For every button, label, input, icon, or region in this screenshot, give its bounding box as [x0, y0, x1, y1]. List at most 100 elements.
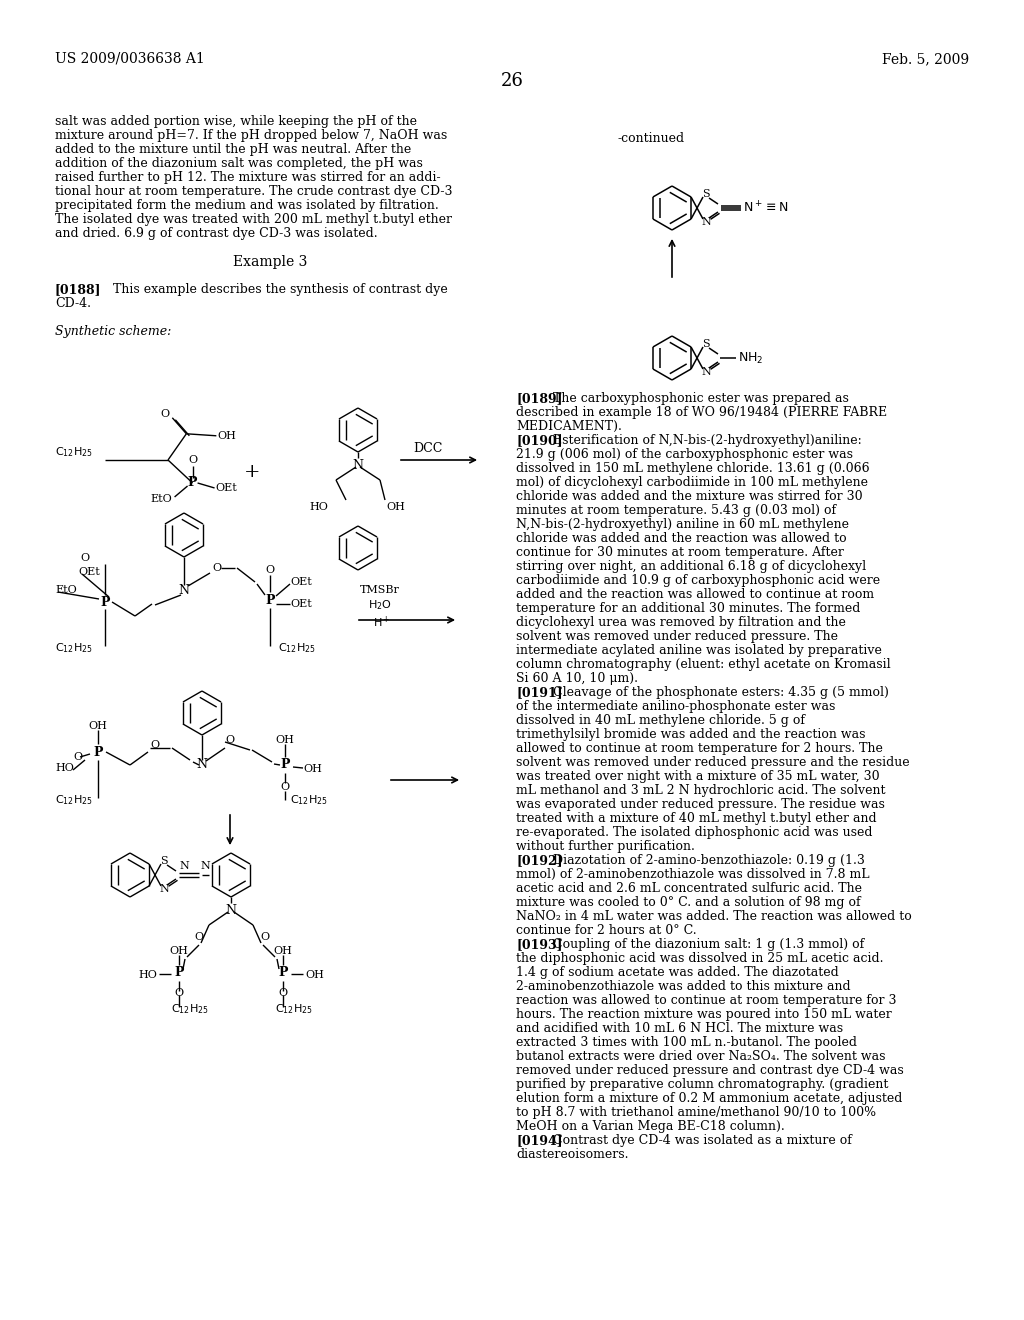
Text: O: O: [151, 741, 160, 750]
Text: carbodiimide and 10.9 g of carboxyphosphonic acid were: carbodiimide and 10.9 g of carboxyphosph…: [516, 574, 880, 587]
Text: allowed to continue at room temperature for 2 hours. The: allowed to continue at room temperature …: [516, 742, 883, 755]
Text: Coupling of the diazonium salt: 1 g (1.3 mmol) of: Coupling of the diazonium salt: 1 g (1.3…: [549, 939, 864, 950]
Text: N: N: [197, 759, 208, 771]
Text: stirring over night, an additional 6.18 g of dicyclohexyl: stirring over night, an additional 6.18 …: [516, 560, 866, 573]
Text: solvent was removed under reduced pressure. The: solvent was removed under reduced pressu…: [516, 630, 838, 643]
Text: mixture around pH=7. If the pH dropped below 7, NaOH was: mixture around pH=7. If the pH dropped b…: [55, 129, 447, 143]
Text: without further purification.: without further purification.: [516, 840, 695, 853]
Text: +: +: [244, 463, 260, 480]
Text: N: N: [701, 367, 711, 378]
Text: elution form a mixture of 0.2 M ammonium acetate, adjusted: elution form a mixture of 0.2 M ammonium…: [516, 1092, 902, 1105]
Text: Cleavage of the phosphonate esters: 4.35 g (5 mmol): Cleavage of the phosphonate esters: 4.35…: [549, 686, 889, 700]
Text: reaction was allowed to continue at room temperature for 3: reaction was allowed to continue at room…: [516, 994, 896, 1007]
Text: N: N: [179, 861, 188, 871]
Text: NaNO₂ in 4 mL water was added. The reaction was allowed to: NaNO₂ in 4 mL water was added. The react…: [516, 909, 911, 923]
Text: $\mathsf{C_{12}H_{25}}$: $\mathsf{C_{12}H_{25}}$: [55, 445, 93, 459]
Text: and acidified with 10 mL 6 N HCl. The mixture was: and acidified with 10 mL 6 N HCl. The mi…: [516, 1022, 843, 1035]
Text: of the intermediate anilino-phosphonate ester was: of the intermediate anilino-phosphonate …: [516, 700, 836, 713]
Text: P: P: [174, 966, 183, 979]
Text: chloride was added and the mixture was stirred for 30: chloride was added and the mixture was s…: [516, 490, 862, 503]
Text: OEt: OEt: [78, 568, 99, 577]
Text: [0193]: [0193]: [516, 939, 562, 950]
Text: O: O: [265, 565, 274, 576]
Text: treated with a mixture of 40 mL methyl t.butyl ether and: treated with a mixture of 40 mL methyl t…: [516, 812, 877, 825]
Text: described in example 18 of WO 96/19484 (PIERRE FABRE: described in example 18 of WO 96/19484 (…: [516, 407, 887, 418]
Text: [0194]: [0194]: [516, 1134, 562, 1147]
Text: was evaporated under reduced pressure. The residue was: was evaporated under reduced pressure. T…: [516, 799, 885, 810]
Text: O: O: [281, 781, 290, 792]
Text: $\mathsf{N^+{\equiv}N}$: $\mathsf{N^+{\equiv}N}$: [743, 201, 790, 215]
Text: [0192]: [0192]: [516, 854, 562, 867]
Text: OEt: OEt: [290, 577, 311, 587]
Text: OH: OH: [273, 946, 293, 956]
Text: 1.4 g of sodium acetate was added. The diazotated: 1.4 g of sodium acetate was added. The d…: [516, 966, 839, 979]
Text: precipitated form the medium and was isolated by filtration.: precipitated form the medium and was iso…: [55, 199, 438, 213]
Text: mL methanol and 3 mL 2 N hydrochloric acid. The solvent: mL methanol and 3 mL 2 N hydrochloric ac…: [516, 784, 886, 797]
Text: butanol extracts were dried over Na₂SO₄. The solvent was: butanol extracts were dried over Na₂SO₄.…: [516, 1049, 886, 1063]
Text: [0191]: [0191]: [516, 686, 562, 700]
Text: hours. The reaction mixture was poured into 150 mL water: hours. The reaction mixture was poured i…: [516, 1008, 892, 1020]
Text: minutes at room temperature. 5.43 g (0.03 mol) of: minutes at room temperature. 5.43 g (0.0…: [516, 504, 837, 517]
Text: continue for 2 hours at 0° C.: continue for 2 hours at 0° C.: [516, 924, 696, 937]
Text: S: S: [702, 189, 710, 199]
Text: [0188]: [0188]: [55, 282, 101, 296]
Text: dissolved in 150 mL methylene chloride. 13.61 g (0.066: dissolved in 150 mL methylene chloride. …: [516, 462, 869, 475]
Text: O: O: [81, 553, 89, 564]
Text: N: N: [178, 583, 189, 597]
Text: $\mathsf{H^+}$: $\mathsf{H^+}$: [373, 614, 391, 630]
Text: diastereoisomers.: diastereoisomers.: [516, 1148, 629, 1162]
Text: TMSBr: TMSBr: [360, 585, 400, 595]
Text: O: O: [212, 564, 221, 573]
Text: P: P: [265, 594, 274, 606]
Text: Feb. 5, 2009: Feb. 5, 2009: [882, 51, 969, 66]
Text: continue for 30 minutes at room temperature. After: continue for 30 minutes at room temperat…: [516, 546, 844, 558]
Text: MeOH on a Varian Mega BE-C18 column).: MeOH on a Varian Mega BE-C18 column).: [516, 1119, 784, 1133]
Text: chloride was added and the reaction was allowed to: chloride was added and the reaction was …: [516, 532, 847, 545]
Text: trimethylsilyl bromide was added and the reaction was: trimethylsilyl bromide was added and the…: [516, 729, 865, 741]
Text: salt was added portion wise, while keeping the pH of the: salt was added portion wise, while keepi…: [55, 115, 417, 128]
Text: P: P: [93, 746, 102, 759]
Text: extracted 3 times with 100 mL n.-butanol. The pooled: extracted 3 times with 100 mL n.-butanol…: [516, 1036, 857, 1049]
Text: raised further to pH 12. The mixture was stirred for an addi-: raised further to pH 12. The mixture was…: [55, 172, 440, 183]
Text: mol) of dicyclohexyl carbodiimide in 100 mL methylene: mol) of dicyclohexyl carbodiimide in 100…: [516, 477, 868, 488]
Text: -continued: -continued: [618, 132, 685, 145]
Text: $\mathsf{NH_2}$: $\mathsf{NH_2}$: [738, 350, 764, 366]
Text: S: S: [160, 855, 168, 866]
Text: O: O: [195, 932, 204, 942]
Text: mixture was cooled to 0° C. and a solution of 98 mg of: mixture was cooled to 0° C. and a soluti…: [516, 896, 860, 909]
Text: The isolated dye was treated with 200 mL methyl t.butyl ether: The isolated dye was treated with 200 mL…: [55, 213, 452, 226]
Text: $\mathsf{H_2O}$: $\mathsf{H_2O}$: [368, 598, 392, 612]
Text: OH: OH: [170, 946, 188, 956]
Text: acetic acid and 2.6 mL concentrated sulfuric acid. The: acetic acid and 2.6 mL concentrated sulf…: [516, 882, 862, 895]
Text: OH: OH: [386, 502, 404, 512]
Text: $\mathsf{C_{12}H_{25}}$: $\mathsf{C_{12}H_{25}}$: [55, 642, 93, 655]
Text: HO: HO: [138, 970, 157, 979]
Text: N: N: [159, 884, 169, 894]
Text: O: O: [188, 455, 198, 465]
Text: [0190]: [0190]: [516, 434, 562, 447]
Text: EtO: EtO: [55, 585, 77, 595]
Text: DCC: DCC: [414, 441, 442, 454]
Text: N,N-bis-(2-hydroxyethyl) aniline in 60 mL methylene: N,N-bis-(2-hydroxyethyl) aniline in 60 m…: [516, 517, 849, 531]
Text: HO: HO: [309, 502, 328, 512]
Text: 21.9 g (006 mol) of the carboxyphosphonic ester was: 21.9 g (006 mol) of the carboxyphosphoni…: [516, 447, 853, 461]
Text: the diphosphonic acid was dissolved in 25 mL acetic acid.: the diphosphonic acid was dissolved in 2…: [516, 952, 884, 965]
Text: tional hour at room temperature. The crude contrast dye CD-3: tional hour at room temperature. The cru…: [55, 185, 453, 198]
Text: $\mathsf{C_{12}H_{25}}$: $\mathsf{C_{12}H_{25}}$: [171, 1002, 209, 1016]
Text: P: P: [281, 759, 290, 771]
Text: P: P: [187, 477, 198, 490]
Text: $\mathsf{C_{12}H_{25}}$: $\mathsf{C_{12}H_{25}}$: [275, 1002, 312, 1016]
Text: added and the reaction was allowed to continue at room: added and the reaction was allowed to co…: [516, 587, 874, 601]
Text: to pH 8.7 with triethanol amine/methanol 90/10 to 100%: to pH 8.7 with triethanol amine/methanol…: [516, 1106, 877, 1119]
Text: and dried. 6.9 g of contrast dye CD-3 was isolated.: and dried. 6.9 g of contrast dye CD-3 wa…: [55, 227, 378, 240]
Text: purified by preparative column chromatography. (gradient: purified by preparative column chromatog…: [516, 1078, 889, 1092]
Text: O: O: [260, 932, 269, 942]
Text: addition of the diazonium salt was completed, the pH was: addition of the diazonium salt was compl…: [55, 157, 423, 170]
Text: OH: OH: [88, 721, 108, 731]
Text: P: P: [100, 595, 110, 609]
Text: mmol) of 2-aminobenzothiazole was dissolved in 7.8 mL: mmol) of 2-aminobenzothiazole was dissol…: [516, 869, 869, 880]
Text: CD-4.: CD-4.: [55, 297, 91, 310]
Text: 26: 26: [501, 73, 523, 90]
Text: $\mathsf{C_{12}H_{25}}$: $\mathsf{C_{12}H_{25}}$: [290, 793, 328, 807]
Text: $\mathsf{C_{12}H_{25}}$: $\mathsf{C_{12}H_{25}}$: [278, 642, 315, 655]
